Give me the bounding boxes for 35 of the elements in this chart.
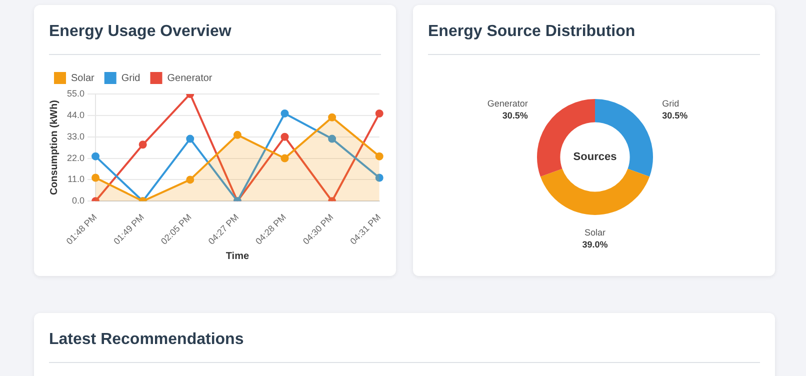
point xyxy=(328,113,336,122)
y-tick-label: 0.0 xyxy=(72,196,85,206)
point xyxy=(186,176,194,184)
legend-label: Grid xyxy=(121,72,140,84)
data-label: 30.5% xyxy=(662,110,688,120)
y-tick-label: 44.0 xyxy=(66,110,85,120)
point xyxy=(138,140,147,149)
point xyxy=(375,174,384,182)
text: Latest Recommendations xyxy=(49,331,244,349)
data-label: 30.5% xyxy=(502,110,528,120)
y-tick-label: 11.0 xyxy=(68,174,85,184)
point xyxy=(375,109,384,118)
slice-label: Solar xyxy=(584,227,606,238)
point xyxy=(280,154,289,162)
legend-label: Generator xyxy=(167,72,213,84)
point xyxy=(233,130,242,139)
x-axis-title: Time xyxy=(226,250,250,262)
chart-title: Energy Source Distribution xyxy=(428,23,636,41)
point xyxy=(186,134,194,143)
legend-label: Solar xyxy=(71,72,96,84)
slice-label: Grid xyxy=(662,98,680,108)
y-axis-title: Consumption (kWh) xyxy=(48,100,60,196)
y-tick-label: 22.0 xyxy=(66,152,85,163)
point xyxy=(92,152,100,160)
point xyxy=(280,132,289,141)
text: Sources xyxy=(573,151,617,164)
y-tick-label: 33.0 xyxy=(66,131,85,142)
slice-label: Generator xyxy=(487,98,528,108)
point xyxy=(328,134,336,143)
chart-title: Energy Usage Overview xyxy=(49,23,232,41)
data-label: 39.0% xyxy=(582,239,608,250)
point xyxy=(280,109,289,118)
y-tick-label: 55.0 xyxy=(66,88,85,98)
point xyxy=(375,152,384,160)
point xyxy=(92,174,100,182)
